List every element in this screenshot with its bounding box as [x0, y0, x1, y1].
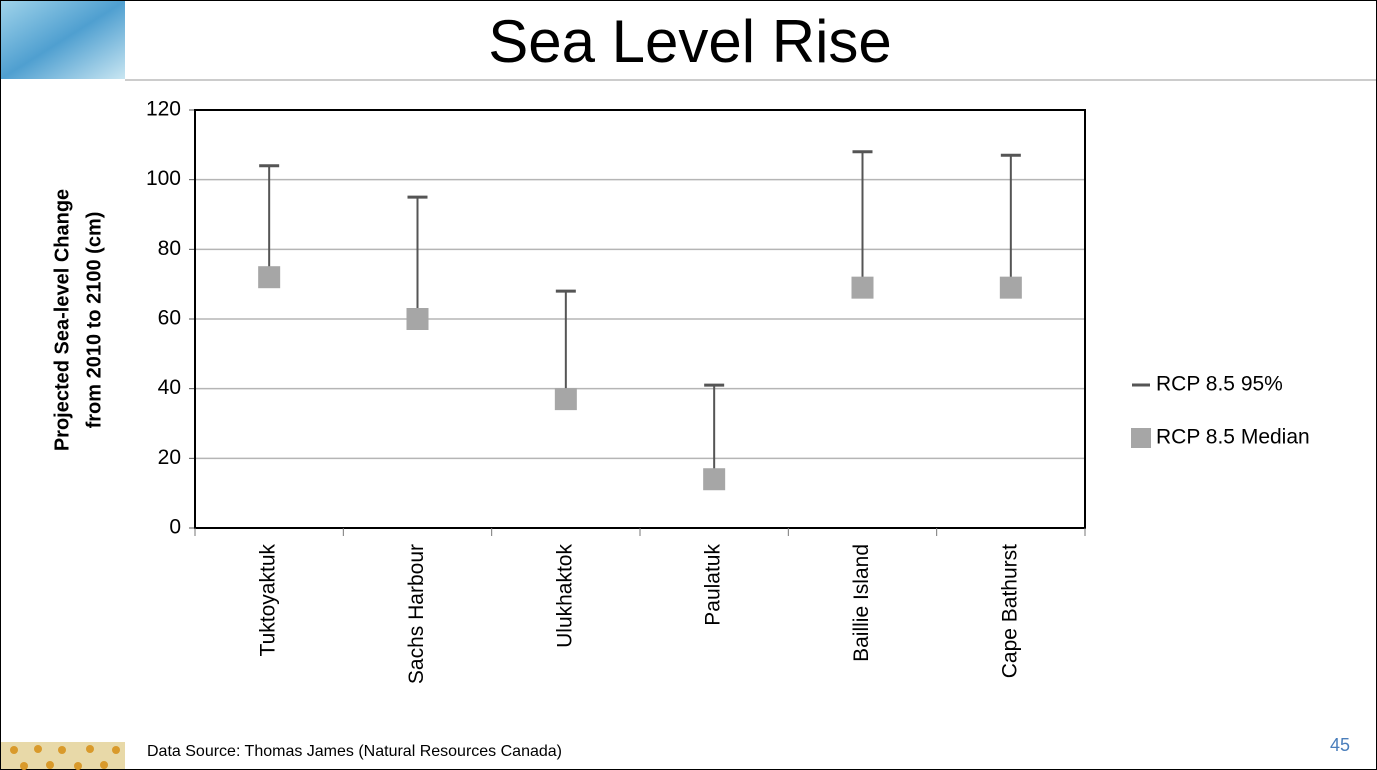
legend-label: RCP 8.5 Median [1156, 426, 1310, 449]
x-tick-label-group: Baillie Island [850, 544, 873, 662]
y-tick-label: 80 [158, 237, 181, 260]
x-tick-label: Tuktoyaktuk [257, 544, 280, 657]
median-marker [703, 468, 725, 490]
median-marker [407, 308, 429, 330]
legend-label: RCP 8.5 95% [1156, 373, 1283, 396]
slide-title: Sea Level Rise [488, 8, 892, 75]
x-tick-label: Cape Bathurst [998, 544, 1021, 678]
legend-swatch [1131, 428, 1151, 448]
y-axis-label: Projected Sea-level Change [51, 189, 73, 451]
x-tick-label: Baillie Island [850, 544, 873, 662]
y-tick-label: 120 [146, 98, 181, 121]
y-tick-label: 100 [146, 167, 181, 190]
x-tick-label: Sachs Harbour [405, 544, 428, 684]
median-marker [1000, 277, 1022, 299]
x-tick-label-group: Sachs Harbour [405, 544, 428, 684]
x-tick-label-group: Paulatuk [702, 544, 725, 626]
y-tick-label: 40 [158, 376, 181, 399]
median-marker [555, 388, 577, 410]
header-decoration [1, 1, 125, 79]
x-tick-label-group: Tuktoyaktuk [257, 544, 280, 657]
slide-number: 45 [1330, 735, 1350, 755]
source-note: Data Source: Thomas James (Natural Resou… [147, 743, 562, 760]
y-axis-label: from 2010 to 2100 (cm) [83, 212, 105, 429]
x-tick-label-group: Cape Bathurst [998, 544, 1021, 678]
y-tick-label: 20 [158, 446, 181, 469]
y-tick-label: 0 [169, 516, 181, 539]
y-tick-label: 60 [158, 307, 181, 330]
slide: Sea Level Rise Data Source: Thomas James… [0, 0, 1377, 770]
median-marker [258, 266, 280, 288]
x-tick-label: Ulukhaktok [553, 544, 576, 648]
median-marker [852, 277, 874, 299]
x-tick-label: Paulatuk [702, 544, 725, 626]
x-tick-label-group: Ulukhaktok [553, 544, 576, 648]
